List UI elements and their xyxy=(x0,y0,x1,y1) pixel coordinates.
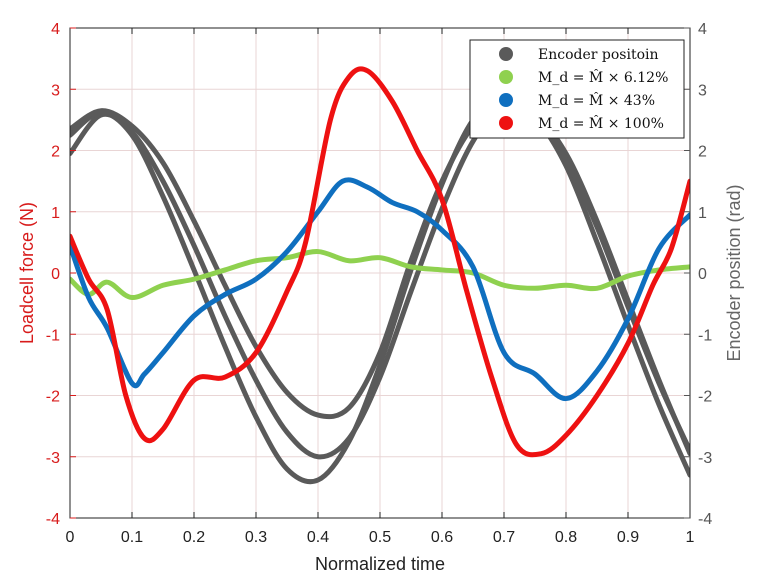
legend: Encoder positoin M_d = M̂ × 6.12% M_d = M̂… xyxy=(469,39,685,139)
y-right-tick-label: -1 xyxy=(698,327,712,344)
x-tick-label: 0.8 xyxy=(555,529,577,546)
y-right-tick-label: 4 xyxy=(698,21,707,38)
y-right-tick-label: -2 xyxy=(698,389,712,406)
y-right-tick-label: -4 xyxy=(698,511,712,528)
legend-label: Encoder positoin xyxy=(538,47,659,63)
y-axis-left-label: Loadcell force (N) xyxy=(17,202,37,344)
x-tick-label: 0.7 xyxy=(493,529,515,546)
series-layer xyxy=(70,66,690,485)
axis-labels: Normalized time Loadcell force (N) Encod… xyxy=(17,184,744,574)
x-tick-label: 0.6 xyxy=(431,529,453,546)
y-right-tick-label: -3 xyxy=(698,450,712,467)
x-tick-label: 0.5 xyxy=(369,529,391,546)
x-tick-label: 0.1 xyxy=(121,529,143,546)
legend-marker xyxy=(499,70,513,84)
x-tick-label: 0.4 xyxy=(307,529,329,546)
y-left-tick-label: -1 xyxy=(46,327,60,344)
series-line-5 xyxy=(70,177,690,402)
legend-label: M_d = M̂ × 100% xyxy=(538,114,664,132)
x-tick-label: 0 xyxy=(66,529,75,546)
y-left-tick-label: 0 xyxy=(51,266,60,283)
ticks: 0 0.1 0.2 0.3 0.4 0.5 0.6 0.7 0.8 0.9 1 4 3 2 1 0 -1 -2 -3… xyxy=(46,21,713,546)
legend-label: M_d = M̂ × 43% xyxy=(538,91,655,109)
legend-label: M_d = M̂ × 6.12% xyxy=(538,68,668,86)
legend-marker xyxy=(499,116,513,130)
y-right-tick-label: 3 xyxy=(698,82,707,99)
y-left-tick-label: 2 xyxy=(51,144,60,161)
x-tick-label: 1 xyxy=(686,529,695,546)
series-line-3 xyxy=(70,102,690,454)
y-right-tick-label: 2 xyxy=(698,144,707,161)
x-tick-label: 0.3 xyxy=(245,529,267,546)
y-right-tick-label: 0 xyxy=(698,266,707,283)
y-left-tick-label: -2 xyxy=(46,389,60,406)
y-right-tick-label: 1 xyxy=(698,205,707,222)
x-tick-label: 0.2 xyxy=(183,529,205,546)
y-left-tick-label: -4 xyxy=(46,511,60,528)
series-line-2 xyxy=(70,92,690,485)
legend-marker xyxy=(499,93,513,107)
legend-marker xyxy=(499,47,513,61)
y-left-tick-label: 1 xyxy=(51,205,60,222)
y-axis-right-label: Encoder position (rad) xyxy=(724,184,744,361)
x-axis-label: Normalized time xyxy=(315,554,445,574)
y-left-tick-label: 4 xyxy=(51,21,60,38)
series-line-4 xyxy=(70,249,690,300)
y-left-tick-label: -3 xyxy=(46,450,60,467)
series-line-6 xyxy=(70,66,690,458)
y-left-tick-label: 3 xyxy=(51,82,60,99)
x-tick-label: 0.9 xyxy=(617,529,639,546)
